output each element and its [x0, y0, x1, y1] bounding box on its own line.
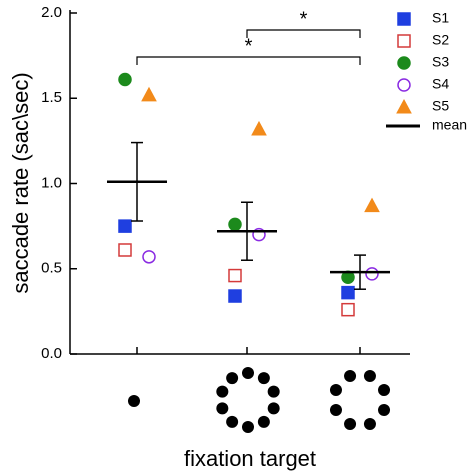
target-icon-dot	[363, 369, 376, 382]
marker-square	[118, 243, 132, 257]
legend-label: mean	[432, 117, 467, 133]
marker-triangle	[251, 120, 267, 136]
target-icon-dot	[257, 415, 270, 428]
marker-triangle	[364, 197, 380, 213]
legend-label: S4	[432, 76, 449, 92]
target-icon-dot	[226, 415, 239, 428]
target-icon-dot	[226, 372, 239, 385]
target-icon-dot	[344, 418, 357, 431]
marker-square	[397, 12, 411, 26]
target-icon-dot	[128, 395, 140, 407]
target-icon-dot	[378, 384, 391, 397]
target-icon-dot	[242, 421, 254, 433]
legend-label: S3	[432, 54, 449, 70]
y-tick-label: 2.0	[41, 4, 62, 21]
marker-circle	[365, 267, 379, 281]
marker-circle	[118, 72, 132, 87]
marker-triangle	[141, 86, 157, 102]
target-icon-dot	[267, 402, 280, 415]
target-icon-dot	[216, 385, 229, 398]
significance-bracket	[246, 29, 361, 38]
significance-label: *	[300, 8, 308, 30]
x-axis-label: fixation target	[184, 446, 316, 471]
target-icon-dot	[329, 403, 342, 416]
target-icon-dot	[344, 369, 357, 382]
significance-label: *	[245, 35, 253, 57]
y-tick-label: 0.0	[41, 345, 62, 362]
legend-label: S5	[432, 98, 449, 114]
target-icon-dot	[329, 384, 342, 397]
significance-bracket	[136, 56, 361, 65]
target-icon-dot	[363, 418, 376, 431]
marker-square	[118, 219, 132, 233]
y-tick-label: 0.5	[41, 260, 62, 277]
target-icon-dot	[267, 385, 280, 398]
target-icon-dot	[257, 372, 270, 385]
y-tick-label: 1.0	[41, 174, 62, 191]
marker-circle	[228, 217, 242, 232]
y-tick-label: 1.5	[41, 89, 62, 106]
legend-label: S1	[432, 10, 449, 26]
marker-square	[397, 34, 411, 48]
marker-circle	[397, 56, 411, 70]
y-axis-label: saccade rate (sac\sec)	[8, 72, 33, 293]
marker-square	[228, 289, 242, 303]
marker-square	[341, 302, 355, 317]
marker-square	[341, 285, 355, 300]
target-icon-dot	[216, 402, 229, 415]
marker-circle	[142, 250, 156, 264]
marker-circle	[397, 78, 411, 92]
marker-square	[228, 268, 242, 283]
target-icon-dot	[242, 367, 254, 379]
target-icon-dot	[378, 403, 391, 416]
legend-label: S2	[432, 32, 449, 48]
marker-circle	[252, 227, 266, 242]
marker-triangle	[396, 98, 412, 114]
